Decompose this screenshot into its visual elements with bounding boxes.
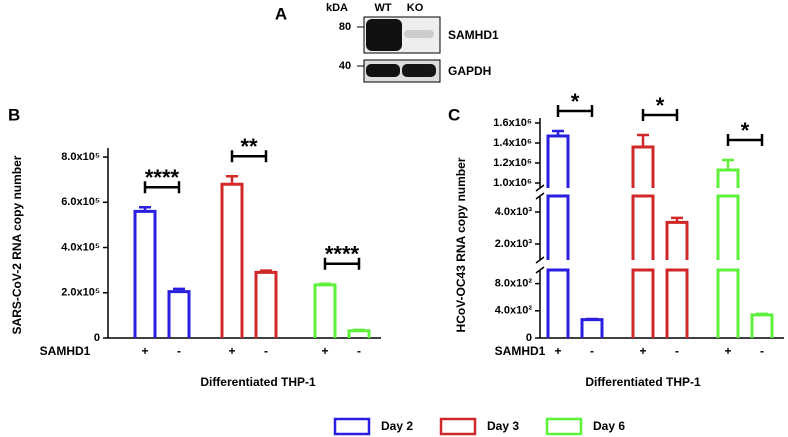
x-tick-label: -: [177, 344, 181, 358]
y-tick-label: 1.6x10⁶: [493, 117, 532, 129]
significance-bracket: [230, 150, 268, 163]
significance-label: ****: [325, 242, 360, 267]
bar: [750, 313, 774, 338]
row-label: SAMHD1: [495, 344, 546, 358]
error-bar: [260, 269, 272, 273]
bar: [254, 270, 278, 338]
y-tick-label: 2.0x10³: [495, 238, 533, 250]
y-tick-label: 4.0x10²: [495, 305, 533, 317]
y-tick-label: 2.0x10⁵: [61, 287, 100, 299]
blot-band: [404, 30, 434, 38]
units-label: kDA: [326, 2, 348, 14]
bar: [631, 145, 655, 338]
x-tick-label: +: [724, 344, 731, 358]
significance-label: **: [240, 134, 258, 159]
legend-label: Day 3: [487, 419, 519, 433]
x-axis-label: Differentiated THP-1: [585, 375, 701, 389]
bar: [220, 182, 244, 338]
x-tick-label: +: [228, 344, 235, 358]
legend-swatch: [439, 417, 477, 436]
error-bar: [637, 133, 649, 147]
y-tick-label: 1.4x10⁶: [493, 137, 532, 149]
error-bar: [722, 158, 734, 170]
error-bar: [671, 216, 683, 223]
x-tick-label: -: [675, 344, 679, 358]
x-tick-label: -: [590, 344, 594, 358]
y-tick-label: 4.0x10³: [495, 206, 533, 218]
y-tick-label: 6.0x10⁵: [61, 196, 100, 208]
significance-bracket: [726, 134, 764, 146]
x-tick-label: +: [321, 344, 328, 358]
axis-break: [535, 192, 545, 200]
row-label: SAMHD1: [40, 344, 91, 358]
bar: [716, 168, 740, 338]
significance-label: *: [571, 89, 580, 114]
blot-band: [366, 19, 402, 51]
y-tick-label: 1.2x10⁶: [493, 157, 532, 169]
bar: [665, 220, 689, 338]
bar: [133, 209, 157, 338]
significance-label: *: [741, 118, 750, 143]
marker-label: 80: [339, 21, 351, 33]
y-axis-label: SARS-CoV-2 RNA copy number: [10, 155, 24, 334]
error-bar: [226, 175, 238, 185]
significance-bracket: [323, 257, 361, 270]
bar: [167, 290, 191, 338]
bar: [347, 329, 371, 338]
significance-bracket: [641, 109, 679, 121]
x-tick-label: +: [554, 344, 561, 358]
legend-label: Day 6: [593, 419, 625, 433]
lane-label: KO: [407, 2, 424, 14]
legend-swatch: [545, 417, 583, 436]
significance-label: ****: [145, 165, 180, 190]
x-tick-label: -: [357, 344, 361, 358]
x-tick-label: +: [141, 344, 148, 358]
y-axis-label: HCoV-OC43 RNA copy number: [454, 157, 468, 332]
error-bar: [353, 328, 365, 332]
significance-bracket: [556, 105, 594, 117]
error-bar: [552, 129, 564, 136]
error-bar: [756, 312, 768, 316]
error-bar: [586, 317, 598, 321]
y-tick-label: 1.0x10⁶: [493, 177, 532, 189]
error-bar: [173, 287, 185, 292]
legend-swatch: [333, 417, 371, 436]
axis-break: [535, 256, 545, 264]
x-tick-label: -: [760, 344, 764, 358]
significance-bracket: [143, 181, 181, 194]
y-tick-label: 0: [526, 332, 532, 344]
band-label: GAPDH: [448, 64, 491, 78]
significance-label: *: [656, 93, 665, 118]
panel-label: C: [448, 105, 460, 124]
bar: [580, 318, 604, 338]
marker-label: 40: [339, 60, 351, 72]
legend-label: Day 2: [381, 419, 413, 433]
error-bar: [319, 282, 331, 285]
error-bar: [139, 206, 151, 212]
bar: [546, 134, 570, 338]
blot-band: [402, 64, 436, 77]
y-tick-label: 8.0x10⁵: [61, 151, 100, 163]
panel-label: B: [8, 105, 20, 124]
bar: [313, 283, 337, 338]
panel-label: A: [275, 4, 287, 23]
lane-label: WT: [374, 2, 391, 14]
x-axis-label: Differentiated THP-1: [200, 375, 316, 389]
y-tick-label: 8.0x10²: [495, 278, 533, 290]
band-label: SAMHD1: [448, 28, 499, 42]
blot-band: [366, 64, 400, 77]
axis-break: [535, 184, 545, 192]
x-tick-label: +: [639, 344, 646, 358]
x-tick-label: -: [264, 344, 268, 358]
axis-break: [535, 266, 545, 274]
y-tick-label: 0: [94, 332, 100, 344]
y-tick-label: 4.0x10⁵: [61, 241, 100, 253]
